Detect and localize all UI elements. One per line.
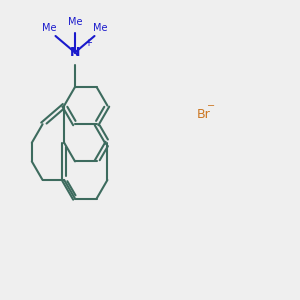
Text: +: + bbox=[85, 38, 92, 49]
Text: Me: Me bbox=[93, 23, 108, 33]
Text: −: − bbox=[207, 101, 216, 112]
Text: Me: Me bbox=[42, 23, 57, 33]
Text: N: N bbox=[70, 46, 80, 59]
Text: Me: Me bbox=[68, 17, 82, 27]
Text: Br: Br bbox=[197, 107, 211, 121]
